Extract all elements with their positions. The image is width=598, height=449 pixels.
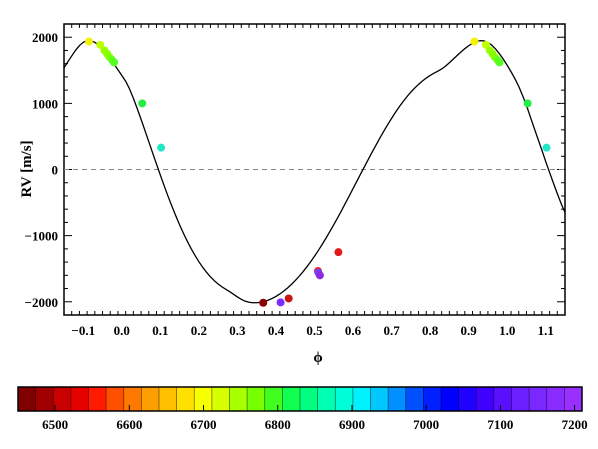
colorbar-segment	[529, 387, 548, 411]
axis-ticks	[63, 23, 566, 316]
data-point	[470, 37, 479, 46]
data-point	[495, 58, 504, 67]
rv-model-curve	[63, 40, 566, 304]
colorbar-segment	[106, 387, 125, 411]
colorbar-tick-label: 7100	[487, 417, 513, 432]
rv-data-points	[85, 37, 551, 307]
y-tick-label: 0	[52, 163, 59, 178]
y-tick-label: 1000	[32, 96, 58, 111]
data-point	[523, 99, 532, 108]
colorbar-segment	[211, 387, 230, 411]
x-tick-label: 1.0	[499, 323, 515, 338]
y-tick-label: 2000	[32, 30, 58, 45]
colorbar-tick-label: 6700	[191, 417, 217, 432]
data-point	[284, 294, 293, 303]
colorbar-tick-label: 6500	[42, 417, 68, 432]
colorbar-segment	[300, 387, 319, 411]
x-tick-label: 0.0	[114, 323, 130, 338]
colorbar-tick-label: 6600	[116, 417, 142, 432]
colorbar-segment	[53, 387, 72, 411]
data-point	[85, 37, 94, 46]
y-tick-label: −1000	[25, 229, 58, 244]
y-axis-title: RV [m/s]	[19, 140, 35, 197]
data-point	[334, 248, 343, 257]
colorbar-segment	[405, 387, 424, 411]
data-point	[276, 298, 285, 307]
y-tick-labels: 2000 1000 0 −1000 −2000	[25, 30, 58, 310]
x-tick-labels: −0.1 0.0 0.1 0.2 0.3 0.4 0.5 0.6 0.7 0.8 0.9 1.0 1.1	[71, 323, 553, 338]
colorbar-segment	[423, 387, 442, 411]
colorbar-segment	[317, 387, 336, 411]
colorbar-segment	[123, 387, 142, 411]
colorbar-segment	[370, 387, 389, 411]
colorbar-tick-labels: 6500 6600 6700 6800 6900 7000 7100 7200	[42, 417, 587, 432]
colorbar-segment	[441, 387, 460, 411]
colorbar-segment	[493, 387, 512, 411]
colorbar-segment	[546, 387, 565, 411]
data-point	[138, 99, 147, 108]
colorbar-segment	[141, 387, 160, 411]
colorbar-segment	[458, 387, 477, 411]
colorbar-segment	[476, 387, 495, 411]
colorbar-tick-label: 7200	[562, 417, 588, 432]
colorbar-segment	[18, 387, 37, 411]
colorbar-segment	[335, 387, 354, 411]
colorbar-tick-label: 6900	[339, 417, 365, 432]
data-point	[259, 298, 268, 307]
data-point	[481, 40, 490, 49]
colorbar-segment	[247, 387, 266, 411]
colorbar-tick-label: 7000	[413, 417, 439, 432]
colorbar-segment	[352, 387, 371, 411]
x-tick-label: −0.1	[71, 323, 95, 338]
colorbar	[17, 386, 583, 412]
colorbar-segment	[88, 387, 107, 411]
y-tick-label: −2000	[25, 295, 58, 310]
data-point	[542, 143, 551, 152]
colorbar-frame	[17, 386, 583, 412]
colorbar-segment	[176, 387, 195, 411]
colorbar-segment	[388, 387, 407, 411]
colorbar-tick-label: 6800	[265, 417, 291, 432]
colorbar-segment	[564, 387, 583, 411]
x-tick-label: 0.2	[191, 323, 207, 338]
colorbar-segment	[194, 387, 213, 411]
colorbar-segment	[511, 387, 530, 411]
x-tick-label: 0.6	[345, 323, 362, 338]
x-tick-label: 0.9	[461, 323, 478, 338]
colorbar-segment	[282, 387, 301, 411]
colorbar-segment	[264, 387, 283, 411]
x-tick-label: 0.4	[268, 323, 285, 338]
data-point	[96, 40, 105, 49]
colorbar-segment	[70, 387, 89, 411]
x-tick-label: 1.1	[538, 323, 554, 338]
data-point	[110, 58, 119, 67]
x-tick-label: 0.1	[152, 323, 168, 338]
x-axis-title: ϕ	[313, 350, 322, 366]
colorbar-segment	[159, 387, 178, 411]
data-point	[315, 271, 324, 280]
x-tick-label: 0.5	[306, 323, 323, 338]
x-tick-label: 0.7	[383, 323, 400, 338]
data-point	[157, 143, 166, 152]
colorbar-segment	[229, 387, 248, 411]
x-tick-label: 0.3	[229, 323, 246, 338]
colorbar-segment	[35, 387, 54, 411]
x-tick-label: 0.8	[422, 323, 439, 338]
